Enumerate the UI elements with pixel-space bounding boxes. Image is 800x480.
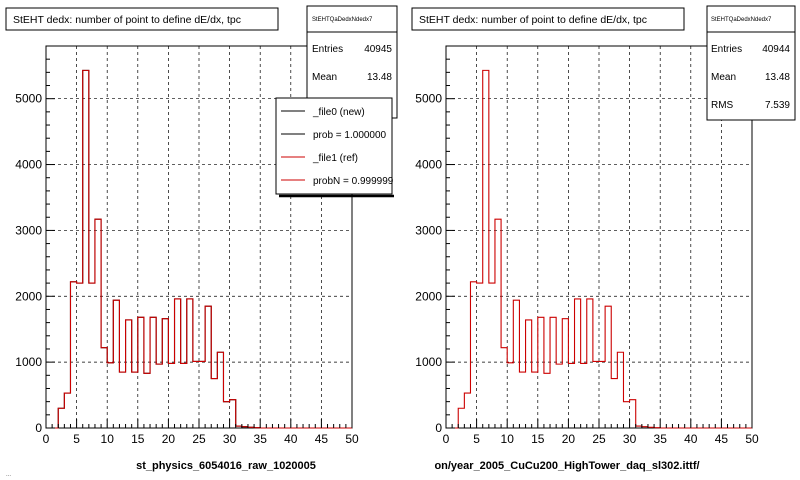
legend-box (275, 97, 393, 195)
y-tick-label: 1000 (415, 355, 442, 369)
x-tick-label: 25 (192, 432, 206, 446)
right-histogram (446, 69, 752, 429)
left-histogram (46, 69, 352, 429)
right-title: StEHT dedx: number of point to define dE… (419, 14, 647, 26)
x-tick-label: 45 (715, 432, 729, 446)
x-tick-label: 0 (443, 432, 450, 446)
y-tick-label: 4000 (415, 158, 442, 172)
histogram-series (446, 69, 752, 429)
x-tick-label: 25 (592, 432, 606, 446)
x-tick-label: 50 (345, 432, 359, 446)
x-tick-label: 15 (531, 432, 545, 446)
x-tick-label: 50 (745, 432, 759, 446)
right-stats-rms-value: 7.539 (765, 100, 790, 111)
legend-label-probn: probN = 0.999999 (313, 176, 394, 187)
y-tick-label: 2000 (415, 289, 442, 303)
left-axis-ticks: 0 5 10 15 20 25 30 35 40 45 50 0 1000 2000 3000 4000 500… (15, 58, 359, 446)
corner-note: ... (6, 472, 11, 478)
x-tick-label: 20 (562, 432, 576, 446)
left-stats-mean-label: Mean (312, 72, 337, 83)
x-tick-label: 15 (131, 432, 145, 446)
y-tick-label: 5000 (415, 92, 442, 106)
x-tick-label: 40 (284, 432, 298, 446)
x-tick-label: 10 (501, 432, 515, 446)
x-tick-label: 10 (101, 432, 115, 446)
right-stats-rms-label: RMS (711, 100, 734, 111)
left-stats-name: StEHTQaDedxNdedx7 (312, 17, 373, 23)
left-panel: 0 5 10 15 20 25 30 35 40 45 50 0 1000 2000 3000 4000 500… (5, 5, 398, 472)
y-tick-label: 3000 (15, 223, 42, 237)
x-tick-label: 35 (254, 432, 268, 446)
left-stats-entries-value: 40945 (364, 44, 392, 55)
left-stats-entries-label: Entries (312, 44, 343, 55)
histogram-series (46, 69, 352, 429)
x-tick-label: 20 (162, 432, 176, 446)
left-footer: st_physics_6054016_raw_1020005 (136, 460, 316, 472)
right-stats-mean-label: Mean (711, 72, 736, 83)
y-tick-label: 2000 (15, 289, 42, 303)
legend-label-prob: prob = 1.000000 (313, 130, 387, 141)
y-tick-label: 0 (35, 421, 42, 435)
y-tick-label: 5000 (15, 92, 42, 106)
right-stats-entries-value: 40944 (762, 44, 790, 55)
right-footer: on/year_2005_CuCu200_HighTower_daq_sl302… (434, 460, 699, 472)
x-tick-label: 35 (654, 432, 668, 446)
left-title-box (5, 7, 279, 31)
x-tick-label: 45 (315, 432, 329, 446)
right-stats-mean-value: 13.48 (765, 72, 790, 83)
right-panel: 0 5 10 15 20 25 30 35 40 45 50 0 1000 2000 3000 4000 500… (411, 5, 796, 472)
legend-label-new: _file0 (new) (312, 107, 365, 118)
right-stats-box (706, 5, 796, 121)
y-tick-label: 3000 (415, 223, 442, 237)
y-tick-label: 1000 (15, 355, 42, 369)
x-tick-label: 30 (223, 432, 237, 446)
right-grid (446, 46, 752, 428)
y-tick-label: 4000 (15, 158, 42, 172)
right-stats-entries-label: Entries (711, 44, 742, 55)
x-tick-label: 5 (473, 432, 480, 446)
left-title: StEHT dedx: number of point to define dE… (13, 14, 241, 26)
x-tick-label: 5 (73, 432, 80, 446)
x-tick-label: 0 (43, 432, 50, 446)
right-axis-ticks: 0 5 10 15 20 25 30 35 40 45 50 0 1000 2000 3000 4000 500… (415, 58, 759, 446)
right-stats-name: StEHTQaDedxNdedx7 (711, 17, 772, 23)
x-tick-label: 40 (684, 432, 698, 446)
x-tick-label: 30 (623, 432, 637, 446)
right-title-box (411, 7, 685, 31)
left-stats-mean-value: 13.48 (367, 72, 392, 83)
y-tick-label: 0 (435, 421, 442, 435)
legend-label-ref: _file1 (ref) (312, 153, 358, 164)
